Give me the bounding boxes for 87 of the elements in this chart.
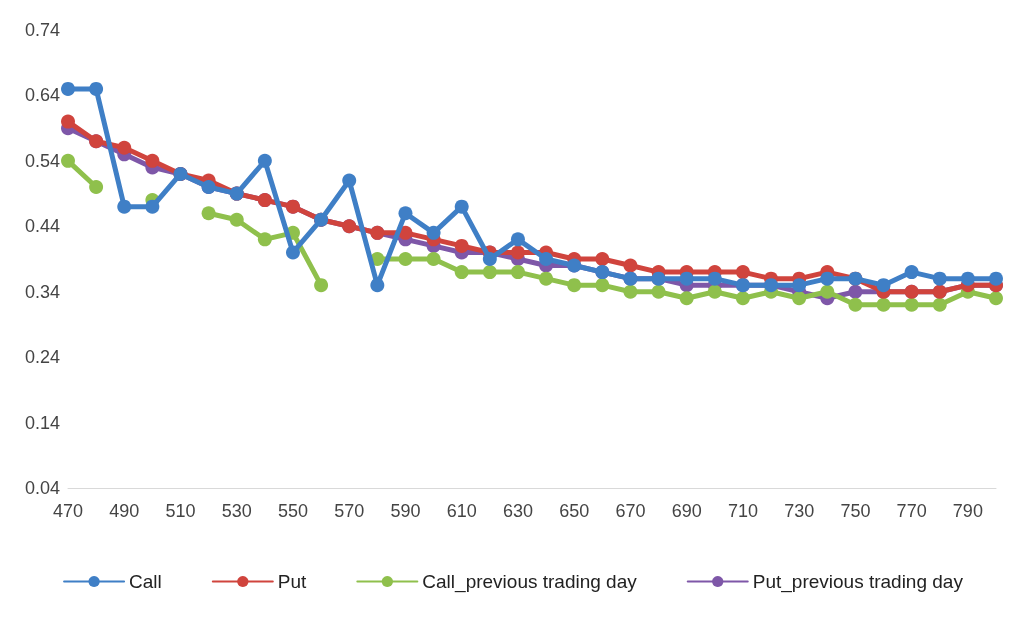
x-tick-label: 590 bbox=[390, 501, 421, 521]
x-tick-label: 550 bbox=[277, 501, 308, 521]
point bbox=[145, 199, 160, 214]
point bbox=[904, 265, 919, 280]
x-tick-label: 730 bbox=[784, 501, 815, 521]
point bbox=[398, 206, 413, 221]
y-tick-label: 0.24 bbox=[24, 347, 60, 368]
x-tick-label: 470 bbox=[52, 501, 84, 521]
point bbox=[426, 252, 441, 266]
point bbox=[792, 291, 807, 306]
point bbox=[61, 81, 75, 96]
point bbox=[567, 278, 582, 293]
point bbox=[595, 252, 610, 266]
point bbox=[510, 245, 525, 260]
legend-label: Put bbox=[277, 571, 308, 592]
point bbox=[145, 153, 160, 168]
point bbox=[539, 271, 554, 286]
point bbox=[454, 238, 469, 253]
x-tick-label: 490 bbox=[109, 501, 140, 521]
point bbox=[257, 153, 272, 168]
point bbox=[848, 284, 863, 299]
point bbox=[398, 252, 413, 266]
point bbox=[989, 271, 1003, 286]
point bbox=[651, 284, 666, 299]
point bbox=[679, 271, 694, 286]
y-tick-label: 0.04 bbox=[24, 478, 60, 498]
point bbox=[960, 271, 975, 286]
point bbox=[707, 271, 722, 286]
point bbox=[201, 206, 216, 221]
x-tick-label: 690 bbox=[671, 501, 702, 521]
point bbox=[820, 284, 835, 299]
point bbox=[876, 278, 891, 293]
x-tick-label: 530 bbox=[221, 501, 252, 521]
point bbox=[454, 265, 469, 280]
x-tick-label: 630 bbox=[502, 501, 533, 521]
y-tick-label: 0.14 bbox=[24, 412, 60, 433]
point bbox=[707, 284, 722, 299]
point bbox=[623, 284, 638, 299]
point bbox=[89, 81, 104, 96]
point bbox=[735, 291, 750, 306]
point bbox=[932, 271, 947, 286]
point bbox=[932, 297, 947, 312]
point bbox=[989, 291, 1003, 306]
y-tick-label: 0.44 bbox=[24, 216, 60, 237]
legend-label: Call_previous trading day bbox=[422, 571, 638, 593]
legend-label: Put_previous trading day bbox=[752, 571, 964, 593]
x-tick-label: 710 bbox=[727, 501, 758, 521]
x-tick-label: 650 bbox=[559, 501, 590, 521]
point bbox=[820, 271, 835, 286]
point bbox=[61, 114, 75, 129]
point bbox=[117, 199, 132, 214]
y-tick-label: 0.74 bbox=[24, 20, 60, 40]
point bbox=[482, 265, 497, 280]
point bbox=[426, 225, 441, 240]
point bbox=[623, 258, 638, 273]
point bbox=[342, 173, 357, 188]
y-tick-label: 0.54 bbox=[24, 150, 60, 171]
legend-label: Call bbox=[129, 571, 162, 592]
point bbox=[117, 140, 132, 155]
point bbox=[679, 291, 694, 306]
point bbox=[876, 297, 891, 312]
x-tick-label: 750 bbox=[840, 501, 871, 521]
point bbox=[510, 265, 525, 280]
point bbox=[792, 278, 807, 293]
point bbox=[314, 278, 329, 293]
x-tick-label: 510 bbox=[165, 501, 196, 521]
point bbox=[735, 265, 750, 280]
x-tick-label: 570 bbox=[334, 501, 365, 521]
point bbox=[454, 199, 469, 214]
point bbox=[904, 297, 919, 312]
point bbox=[595, 278, 610, 293]
y-tick-label: 0.64 bbox=[24, 85, 60, 106]
x-tick-label: 670 bbox=[615, 501, 646, 521]
point bbox=[848, 297, 863, 312]
point bbox=[285, 245, 300, 260]
x-tick-label: 770 bbox=[896, 501, 927, 521]
point bbox=[229, 212, 244, 227]
point bbox=[370, 278, 385, 293]
y-tick-label: 0.34 bbox=[24, 281, 60, 302]
point bbox=[61, 153, 75, 168]
point bbox=[539, 252, 554, 266]
point bbox=[510, 232, 525, 247]
point bbox=[257, 232, 272, 247]
point bbox=[89, 180, 104, 195]
x-tick-label: 610 bbox=[446, 501, 477, 521]
point bbox=[482, 252, 497, 266]
x-tick-label: 790 bbox=[952, 501, 983, 521]
